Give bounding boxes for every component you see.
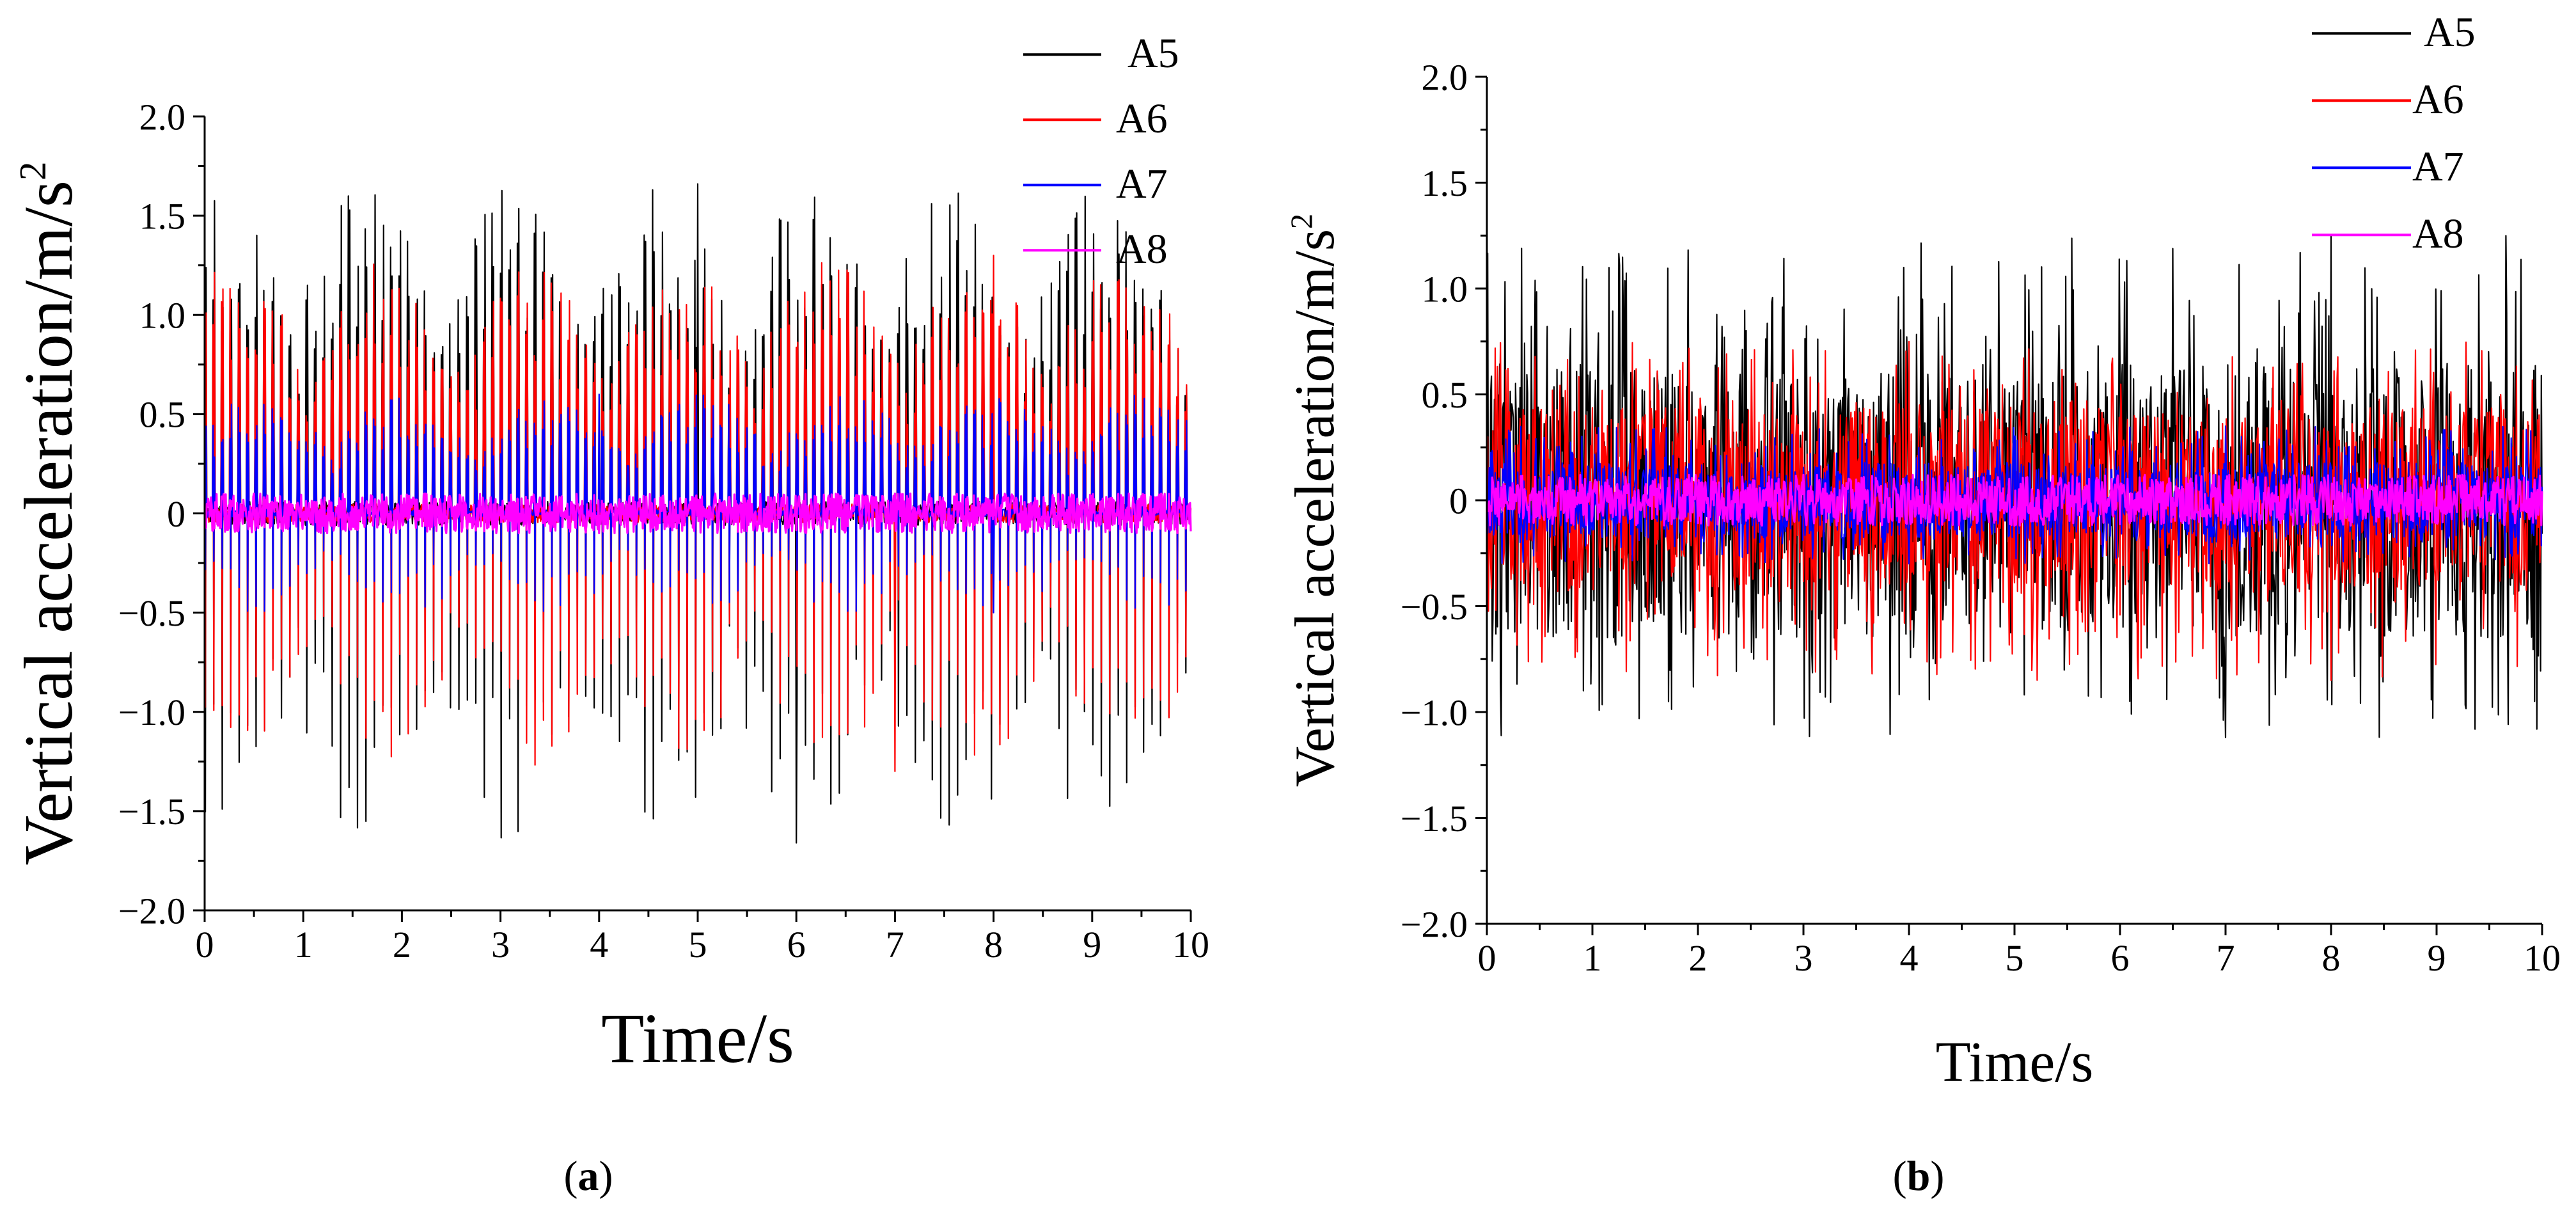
y-axis-label: Vertical acceleration/m/s2 <box>11 161 87 865</box>
y-axis-label-superscript: 2 <box>1285 214 1319 229</box>
x-tick-label: 0 <box>196 924 214 965</box>
y-tick-label: 1.5 <box>139 195 186 237</box>
x-tick-label: 7 <box>2217 937 2235 979</box>
x-tick-label: 9 <box>2428 937 2446 979</box>
chart-a: 0 1 2 3 4 5 6 7 8 9 10 2.0 1.5 1.0 0.5 0 −0.5 −1.0 −1.5 −2.… <box>11 30 1209 1200</box>
panel-paren-open: ( <box>1893 1153 1907 1200</box>
series-group-b <box>1486 235 2543 738</box>
y-tick-label: −1.0 <box>118 692 185 733</box>
y-tick-label: 0.5 <box>1422 374 1468 416</box>
legend-label-a7: A7 <box>1116 161 1168 207</box>
y-tick-label: 0 <box>1449 480 1468 521</box>
x-tick-label: 10 <box>1172 924 1209 965</box>
y-tick-label: −2.0 <box>1401 903 1468 945</box>
y-tick-label: 1.5 <box>1422 162 1468 204</box>
x-tick-label: 8 <box>2322 937 2341 979</box>
chart-b: 0 1 2 3 4 5 6 7 8 9 10 2.0 1.5 1.0 0.5 0 −0.5 −1.0 −1.5 −2.… <box>1284 9 2561 1200</box>
y-tick-label: 1.0 <box>139 295 186 337</box>
x-axis-label: Time/s <box>601 999 794 1077</box>
legend-a: A5 A6 A7 A8 <box>1023 30 1179 273</box>
y-tick-label: −2.0 <box>118 890 185 931</box>
y-tick-label: 0.5 <box>139 394 186 436</box>
x-tick-label: 2 <box>1689 937 1708 979</box>
x-tick-label: 5 <box>2006 937 2024 979</box>
x-tick-label: 4 <box>1900 937 1919 979</box>
legend-b: A5 A6 A7 A8 <box>2312 9 2476 257</box>
y-axis-label-text: Vertical acceleration/m/s <box>1284 229 1346 787</box>
y-tick-label: −1.5 <box>1401 798 1468 839</box>
legend-label-a8: A8 <box>1116 226 1168 273</box>
x-tick-label: 4 <box>590 924 608 965</box>
panel-label-a: (a) <box>564 1153 613 1200</box>
x-tick-label: 6 <box>2111 937 2130 979</box>
x-tick-label: 10 <box>2524 937 2561 979</box>
y-axis-label: Vertical acceleration/m/s2 <box>1284 214 1346 787</box>
x-tick-label: 3 <box>1795 937 1813 979</box>
legend-label-a5: A5 <box>2424 9 2476 56</box>
y-tick-label: 1.0 <box>1422 268 1468 310</box>
y-tick-label: −1.0 <box>1401 692 1468 733</box>
panel-label-b: (b) <box>1893 1153 1945 1200</box>
y-tick-label: 0 <box>167 493 185 535</box>
x-tick-label: 7 <box>886 924 904 965</box>
legend-label-a5: A5 <box>1127 30 1179 77</box>
legend-label-a6: A6 <box>1116 95 1168 142</box>
x-tick-label: 2 <box>393 924 411 965</box>
y-axis-label-text: Vertical acceleration/m/s <box>11 180 87 865</box>
x-tick-label: 8 <box>984 924 1003 965</box>
series-line-a8 <box>1486 473 2543 527</box>
series-group-a <box>203 183 1192 844</box>
x-axis-label: Time/s <box>1936 1031 2094 1094</box>
x-tick-label: 1 <box>1583 937 1602 979</box>
panel-paren-close: ) <box>1930 1153 1944 1200</box>
panel-letter: a <box>578 1153 599 1200</box>
panel-paren-close: ) <box>599 1153 613 1200</box>
x-tick-label: 0 <box>1478 937 1496 979</box>
panel-paren-open: ( <box>564 1153 578 1200</box>
panel-letter: b <box>1907 1153 1931 1200</box>
y-tick-label: −0.5 <box>118 592 185 634</box>
x-tick-label: 9 <box>1083 924 1101 965</box>
x-tick-label: 6 <box>787 924 806 965</box>
x-tick-label: 5 <box>689 924 707 965</box>
y-tick-label: 2.0 <box>139 96 186 138</box>
legend-label-a6: A6 <box>2412 76 2464 123</box>
x-tick-label: 3 <box>491 924 510 965</box>
y-axis-label-superscript: 2 <box>12 161 54 180</box>
legend-label-a8: A8 <box>2412 210 2464 257</box>
y-tick-label: −0.5 <box>1401 586 1468 628</box>
x-tick-label: 1 <box>294 924 313 965</box>
y-tick-label: −1.5 <box>118 791 185 832</box>
series-line-a8 <box>203 492 1192 535</box>
y-tick-label: 2.0 <box>1422 56 1468 98</box>
legend-label-a7: A7 <box>2412 143 2464 190</box>
